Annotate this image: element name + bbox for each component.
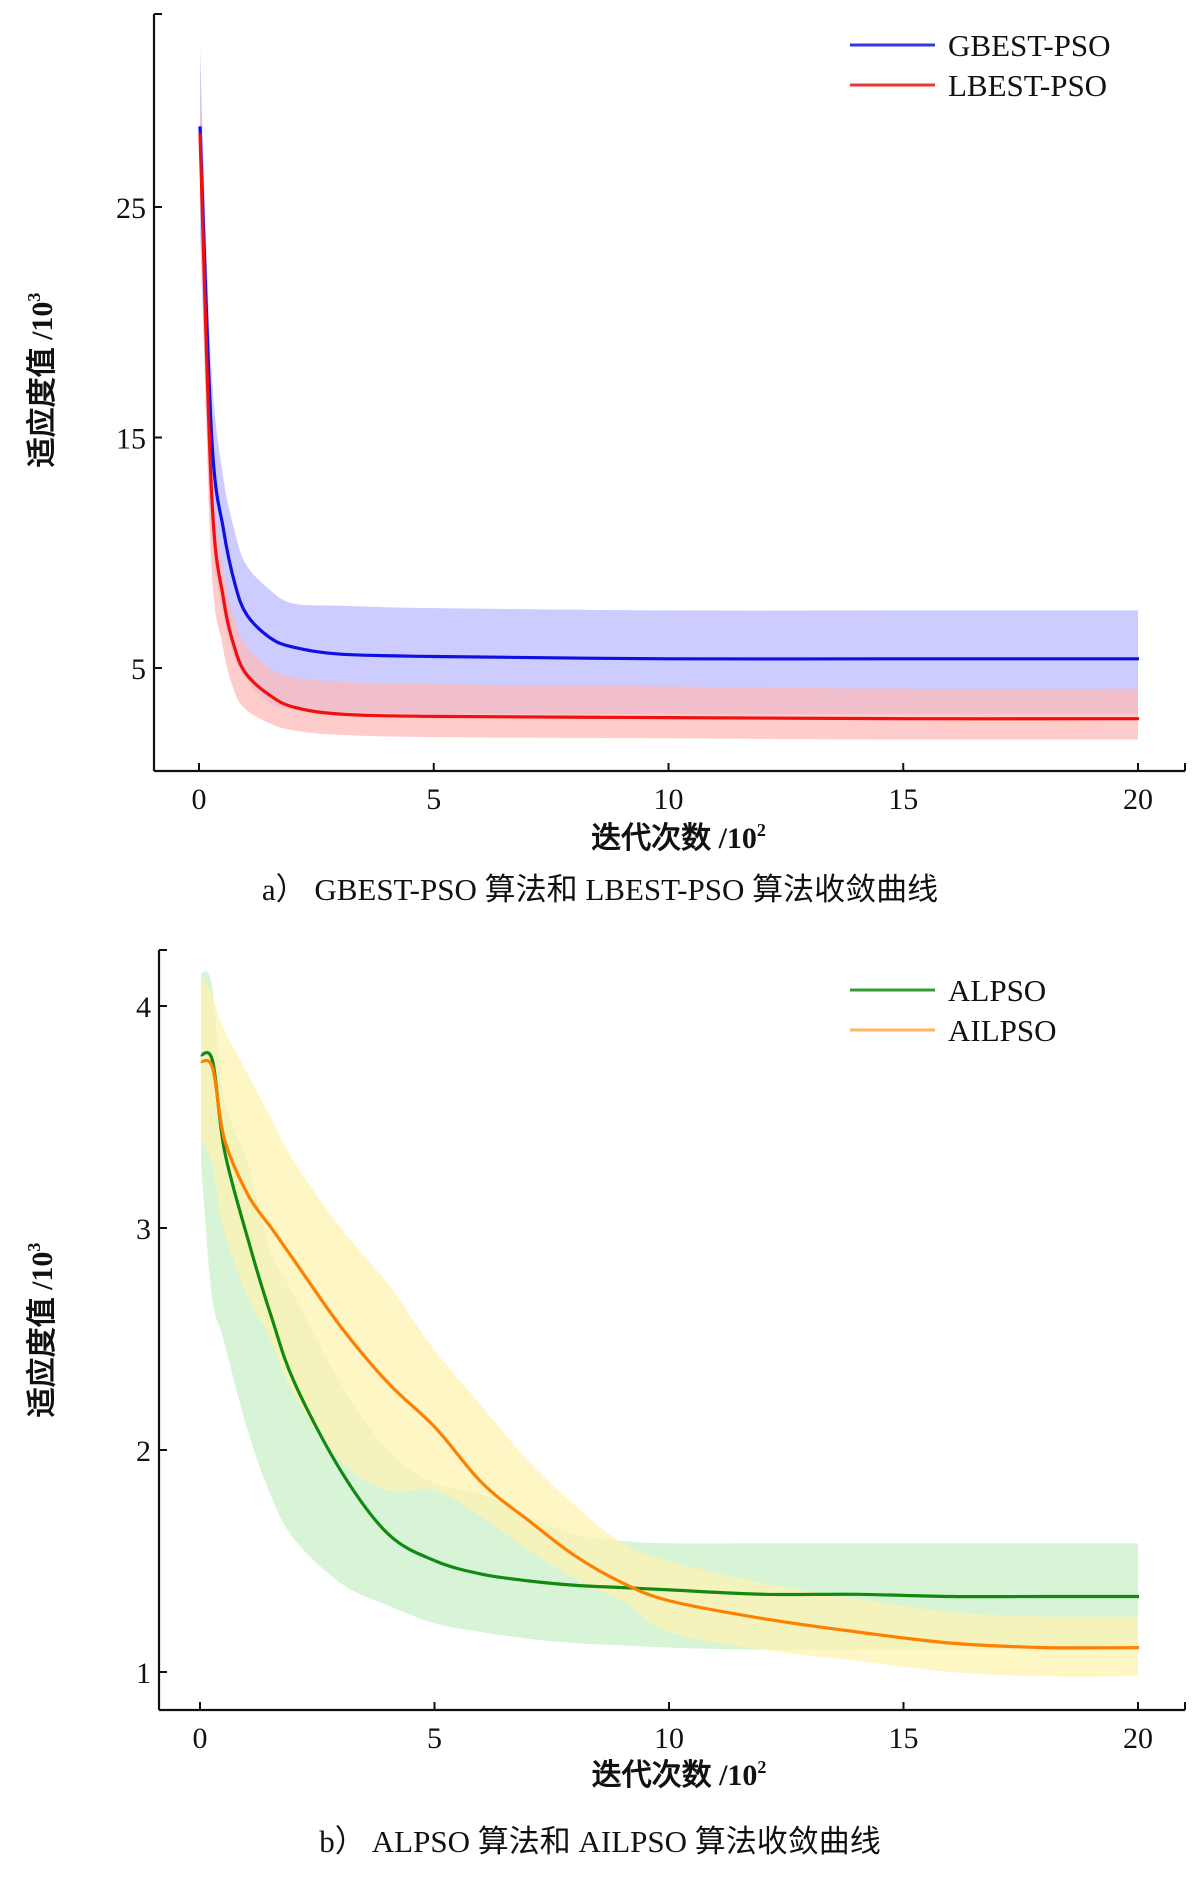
y-tick-label: 4: [136, 991, 151, 1024]
y-tick-label: 1: [136, 1657, 151, 1690]
x-tick-label: 10: [654, 1722, 684, 1755]
y-axis-label: 适应度值 /103: [24, 293, 59, 468]
line-alpso: [200, 1051, 1139, 1599]
y-axis-label: 适应度值 /103: [24, 1243, 59, 1418]
legend-label: GBEST-PSO: [948, 28, 1111, 63]
band-alpso: [201, 971, 1138, 1650]
x-axis-label: 迭代次数 /102: [592, 1757, 767, 1792]
x-tick-label: 5: [427, 1722, 442, 1755]
line-ailpso: [200, 1058, 1140, 1650]
figure-caption: a） GBEST-PSO 算法和 LBEST-PSO 算法收敛曲线: [262, 872, 938, 907]
y-tick-label: 15: [116, 423, 146, 456]
panel-b: 0 5 10 15 20 1 2 3 4 适应度值 /103 迭代次数 /102 ALPSO AILPS…: [24, 949, 1186, 1859]
x-tick-label: 10: [654, 783, 684, 816]
y-tick-label: 25: [116, 192, 146, 225]
x-tick-label: 0: [193, 1722, 208, 1755]
band-ailpso: [201, 972, 1138, 1677]
line-lbest-pso: [198, 133, 1140, 721]
band-gbest-pso: [200, 48, 1138, 715]
figure-caption: b） ALPSO 算法和 AILPSO 算法收敛曲线: [319, 1824, 881, 1859]
line-gbest-pso: [198, 126, 1139, 661]
legend-label: LBEST-PSO: [948, 68, 1107, 103]
x-tick-label: 15: [888, 783, 918, 816]
x-tick-label: 20: [1123, 783, 1153, 816]
y-tick-label: 2: [136, 1435, 151, 1468]
x-tick-label: 5: [426, 783, 441, 816]
y-tick-label: 3: [136, 1213, 151, 1246]
legend-label: ALPSO: [948, 973, 1046, 1008]
x-axis-label: 迭代次数 /102: [591, 820, 766, 855]
panel-a: 0 5 10 15 20 5 15 25 适应度值 /103 迭代次数 /102 GBEST-PSO…: [24, 13, 1186, 907]
x-tick-label: 20: [1123, 1722, 1153, 1755]
legend-label: AILPSO: [948, 1013, 1057, 1048]
x-tick-label: 15: [889, 1722, 919, 1755]
x-tick-label: 0: [192, 783, 207, 816]
y-tick-label: 5: [131, 653, 146, 686]
